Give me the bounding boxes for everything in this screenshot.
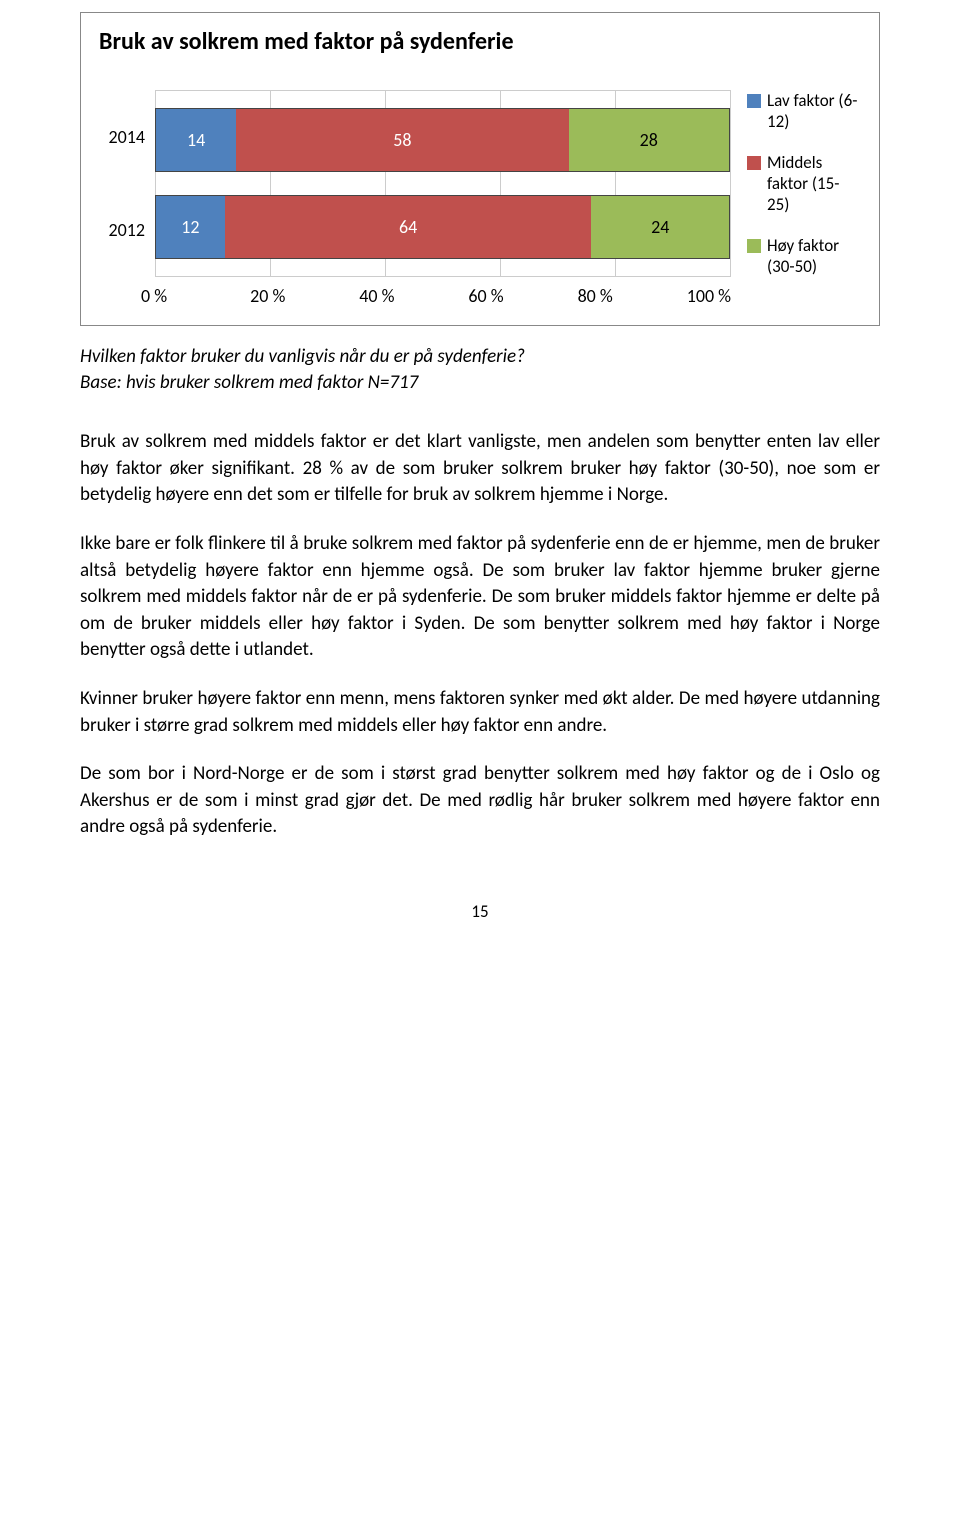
x-tick: 100 % (687, 285, 731, 307)
body-paragraph: De som bor i Nord-Norge er de som i stør… (80, 761, 880, 841)
legend-swatch (747, 156, 761, 170)
chart-bars: 145828 126424 (155, 91, 730, 276)
legend-label: Høy faktor (30-50) (767, 235, 861, 277)
bar-segment: 24 (591, 196, 729, 258)
chart-container: Bruk av solkrem med faktor på sydenferie… (80, 12, 880, 326)
chart-title: Bruk av solkrem med faktor på sydenferie (99, 27, 861, 56)
chart-body: 2014 2012 145828 126424 Lav faktor (6-12) (99, 90, 861, 277)
body-paragraph: Bruk av solkrem med middels faktor er de… (80, 429, 880, 509)
bar-segment: 58 (236, 109, 568, 171)
page-number: 15 (80, 901, 880, 922)
chart-legend: Lav faktor (6-12) Middels faktor (15-25)… (731, 90, 861, 277)
legend-item: Lav faktor (6-12) (747, 90, 861, 132)
caption-question: Hvilken faktor bruker du vanligvis når d… (80, 345, 525, 368)
bar-segment: 64 (225, 196, 592, 258)
legend-swatch (747, 94, 761, 108)
chart-caption: Hvilken faktor bruker du vanligvis når d… (80, 344, 880, 395)
chart-x-axis: 0 % 20 % 40 % 60 % 80 % 100 % (155, 277, 731, 307)
y-label: 2012 (109, 198, 146, 262)
body-paragraph: Ikke bare er folk flinkere til å bruke s… (80, 531, 880, 664)
legend-label: Middels faktor (15-25) (767, 152, 861, 215)
bar-segment: 12 (156, 196, 225, 258)
x-tick: 0 % (141, 285, 250, 307)
caption-base: Base: hvis bruker solkrem med faktor N=7… (80, 371, 418, 394)
x-tick: 80 % (578, 285, 687, 307)
bar-row: 145828 (155, 108, 730, 172)
legend-item: Høy faktor (30-50) (747, 235, 861, 277)
legend-swatch (747, 239, 761, 253)
bar-segment: 14 (156, 109, 236, 171)
x-tick: 60 % (468, 285, 577, 307)
x-tick: 40 % (359, 285, 468, 307)
legend-item: Middels faktor (15-25) (747, 152, 861, 215)
y-label: 2014 (109, 105, 146, 169)
bar-segment: 28 (569, 109, 729, 171)
bar-row: 126424 (155, 195, 730, 259)
x-tick: 20 % (250, 285, 359, 307)
legend-label: Lav faktor (6-12) (767, 90, 861, 132)
chart-y-labels: 2014 2012 (99, 90, 155, 277)
chart-plot-area: 145828 126424 (155, 90, 731, 277)
body-paragraph: Kvinner bruker høyere faktor enn menn, m… (80, 686, 880, 739)
